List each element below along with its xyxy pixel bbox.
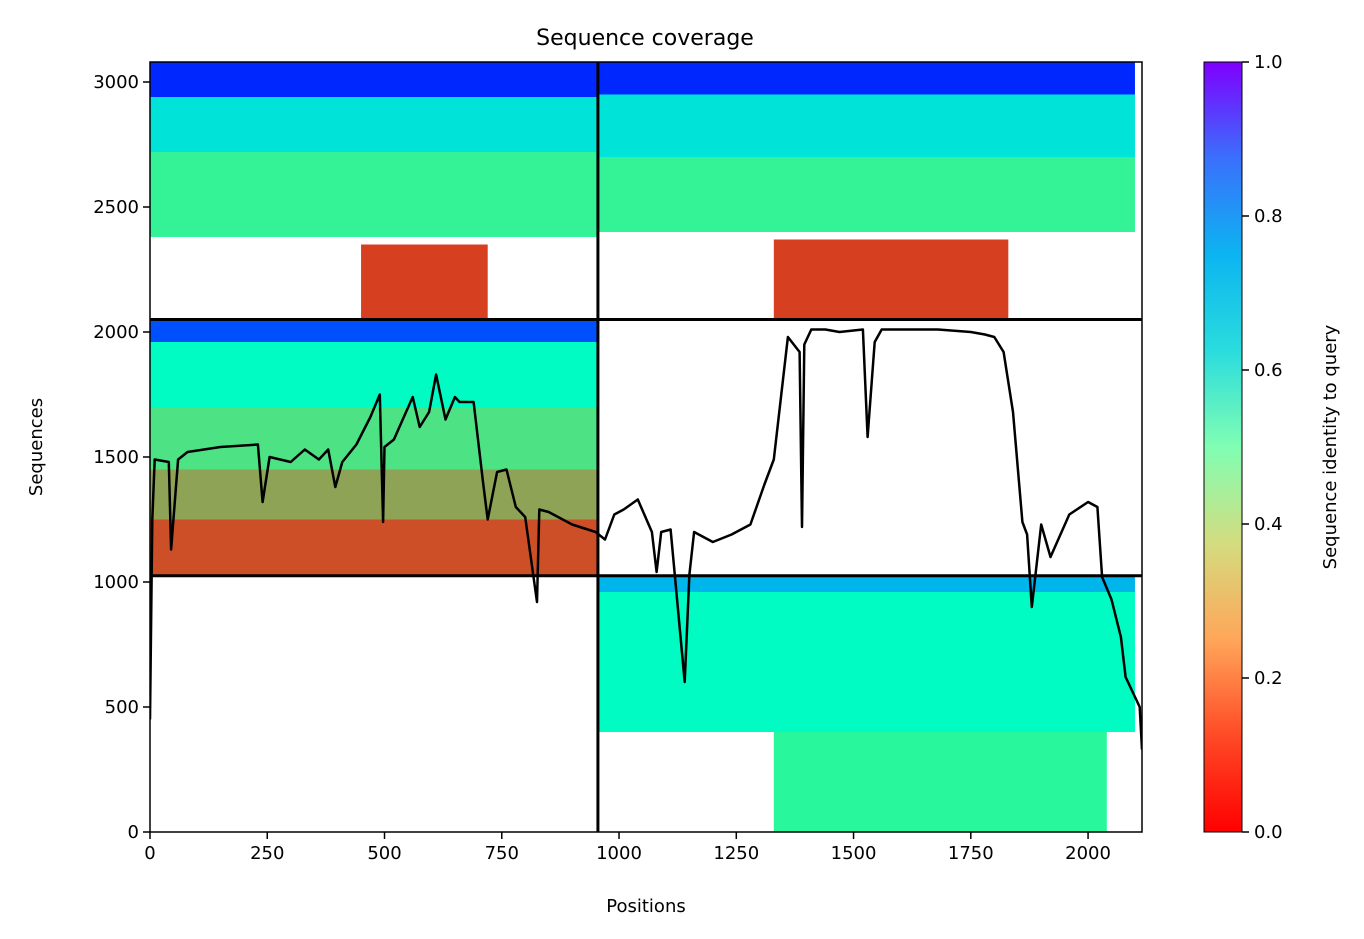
coverage-band-1-0 [597, 62, 1135, 95]
coverage-band-3-0 [597, 575, 1135, 592]
coverage-band-0-3 [361, 244, 488, 320]
coverage-band-2-1 [150, 342, 598, 407]
coverage-band-3-2 [773, 732, 1107, 832]
coverage-band-1-1 [597, 94, 1135, 157]
y-tick-label-1500: 1500 [93, 447, 139, 468]
coverage-band-1-3 [773, 239, 1009, 320]
plot-frame [149, 61, 1143, 833]
y-tick-label-3000: 3000 [93, 72, 139, 93]
x-tick-label-250: 250 [250, 843, 284, 864]
colorbar-label: Sequence identity to query [1320, 324, 1341, 569]
y-tick-label-2000: 2000 [93, 322, 139, 343]
colorbar-tick-label-0: 0.0 [1254, 822, 1283, 843]
x-tick-label-1250: 1250 [713, 843, 759, 864]
boundary-layer [150, 62, 1142, 832]
x-tick-label-750: 750 [485, 843, 519, 864]
coverage-band-2-4 [150, 519, 598, 576]
y-axis-label: Sequences [26, 398, 47, 496]
y-tick-label-1000: 1000 [93, 572, 139, 593]
x-tick-label-1000: 1000 [596, 843, 642, 864]
colorbar-tick-label-5: 1.0 [1254, 52, 1283, 73]
x-tick-label-500: 500 [367, 843, 401, 864]
coverage-band-2-2 [150, 407, 598, 470]
coverage-band-0-1 [150, 97, 598, 152]
coverage-band-0-0 [150, 62, 598, 97]
colorbar [1203, 61, 1243, 833]
x-tick-label-1500: 1500 [831, 843, 877, 864]
colorbar-tick-label-3: 0.6 [1254, 360, 1283, 381]
coverage-band-2-0 [150, 319, 598, 342]
coverage-band-2-3 [150, 469, 598, 520]
x-axis-label: Positions [606, 896, 685, 917]
y-axis: 0 500 1000 1500 2000 2500 3000 [93, 72, 150, 843]
coverage-band-1-2 [597, 157, 1135, 232]
y-tick-label-0: 0 [128, 822, 139, 843]
colorbar-tick-label-2: 0.4 [1254, 514, 1283, 535]
chart-title: Sequence coverage [536, 26, 754, 51]
coverage-layer [150, 328, 1142, 750]
y-tick-label-2500: 2500 [93, 197, 139, 218]
colorbar-tick-label-4: 0.8 [1254, 206, 1283, 227]
x-tick-label-1750: 1750 [948, 843, 994, 864]
x-tick-label-2000: 2000 [1065, 843, 1111, 864]
coverage-line [150, 328, 1142, 750]
y-tick-label-500: 500 [105, 697, 139, 718]
colorbar-axis: 0.0 0.2 0.4 0.6 0.8 1.0 [1242, 52, 1283, 843]
x-axis: 0 250 500 750 1000 1250 1500 1750 2000 [144, 832, 1111, 864]
heatmap-layer [150, 62, 1135, 832]
x-tick-label-0: 0 [144, 843, 155, 864]
colorbar-tick-label-1: 0.2 [1254, 668, 1283, 689]
coverage-band-0-2 [150, 152, 598, 237]
